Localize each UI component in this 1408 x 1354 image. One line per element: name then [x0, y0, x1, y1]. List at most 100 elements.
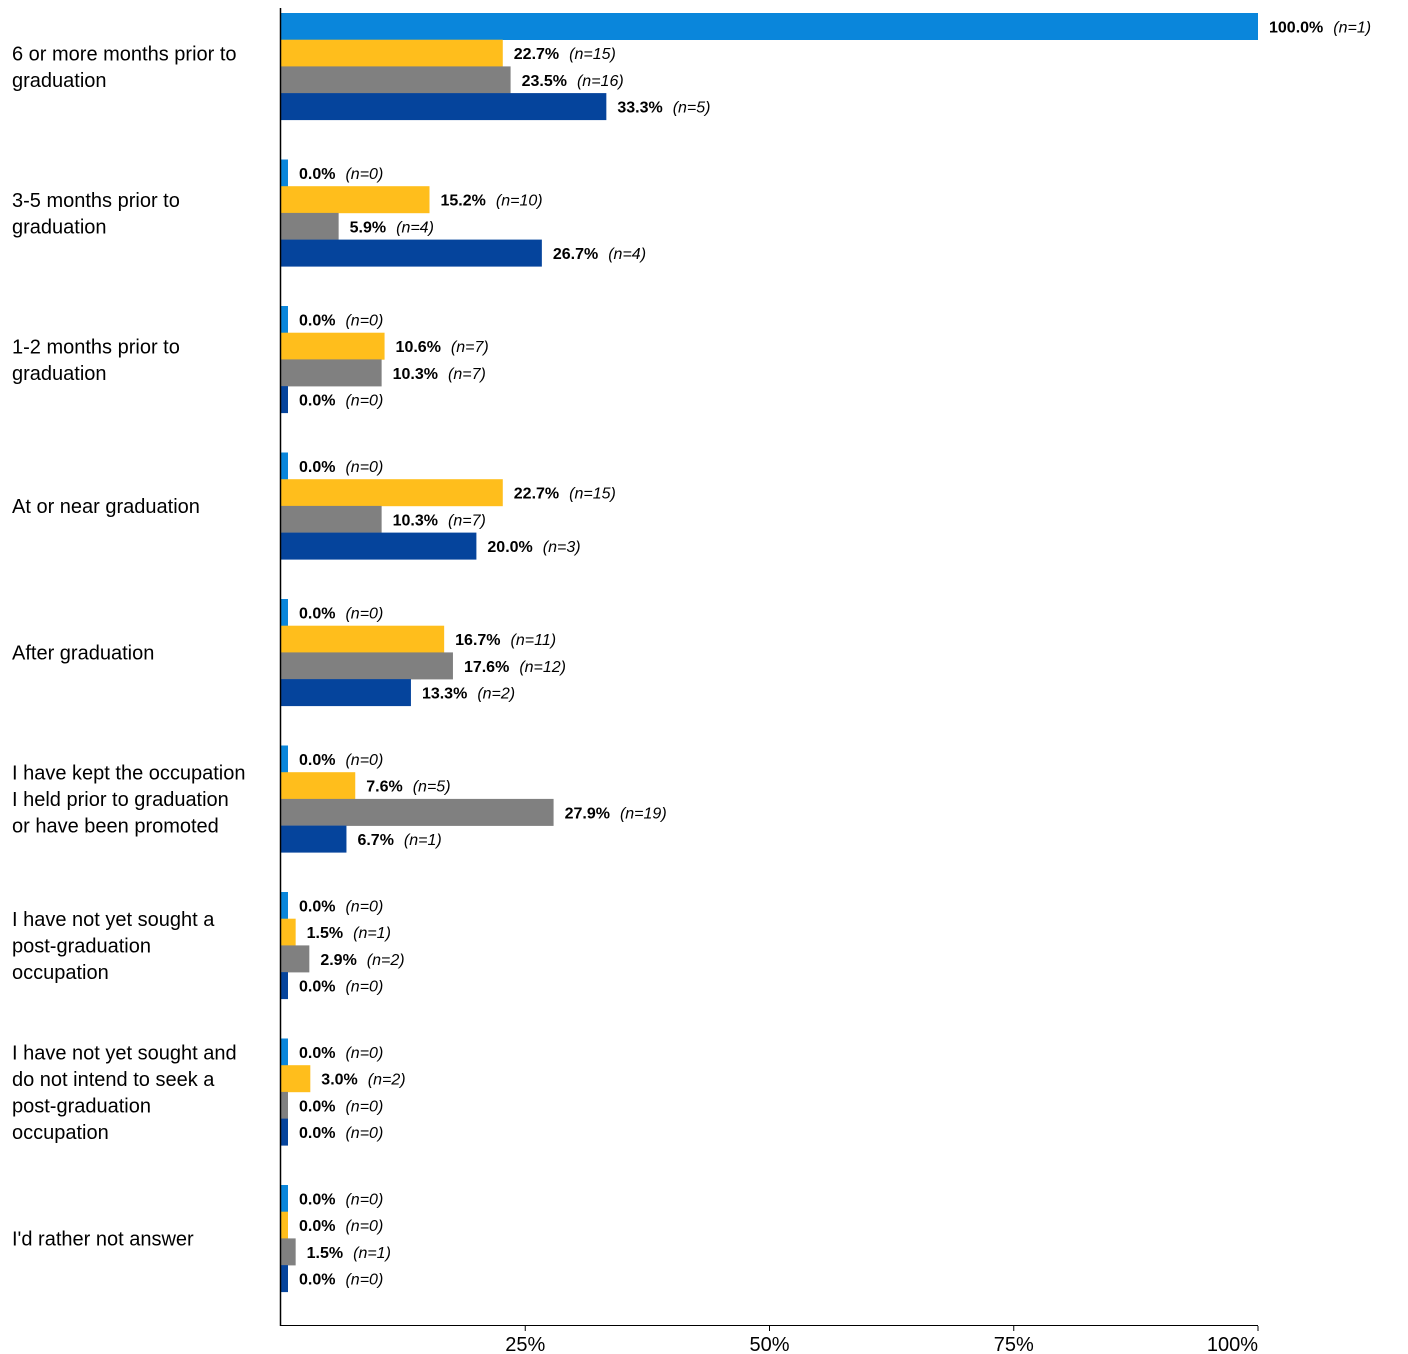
- bar: [281, 1091, 288, 1119]
- bar-count-label: (n=0): [345, 1272, 383, 1289]
- bar-value-label: 0.0%: [299, 166, 335, 183]
- bar-count-label: (n=7): [448, 512, 486, 529]
- bar: [281, 212, 339, 240]
- bars: [281, 13, 1258, 1293]
- bar-count-label: (n=0): [345, 979, 383, 996]
- bar-value-label: 10.3%: [393, 512, 438, 529]
- bar-count-label: (n=5): [673, 100, 711, 117]
- bar-value-label: 2.9%: [320, 952, 356, 969]
- x-axis-ticks: 25% 50% 75% 100%: [505, 1326, 1259, 1354]
- x-tick-label: 75%: [994, 1334, 1034, 1354]
- bar-value-label: 23.5%: [522, 73, 567, 90]
- bar: [281, 532, 477, 560]
- bar-count-label: (n=4): [396, 219, 434, 236]
- bar: [281, 39, 503, 67]
- bar-count-label: (n=10): [496, 193, 543, 210]
- bar-count-label: (n=0): [345, 899, 383, 916]
- bar-count-label: (n=19): [620, 805, 667, 822]
- bar-value-label: 22.7%: [514, 486, 559, 503]
- bar-count-label: (n=4): [608, 246, 646, 263]
- category-label: At or near graduation: [12, 496, 200, 518]
- bar-count-label: (n=0): [345, 1192, 383, 1209]
- bar-count-label: (n=7): [451, 339, 489, 356]
- x-tick-label: 25%: [505, 1334, 545, 1354]
- bar-value-label: 16.7%: [455, 632, 500, 649]
- bar-value-label: 17.6%: [464, 659, 509, 676]
- bar: [281, 386, 288, 414]
- bar: [281, 625, 445, 653]
- bar-value-label: 0.0%: [299, 979, 335, 996]
- bar: [281, 652, 453, 680]
- bar-value-label: 5.9%: [350, 219, 386, 236]
- bar-count-label: (n=0): [345, 1218, 383, 1235]
- bar-value-label: 0.0%: [299, 1098, 335, 1115]
- bar: [281, 93, 607, 121]
- bar: [281, 679, 411, 707]
- bar: [281, 798, 554, 826]
- bar-count-label: (n=11): [511, 632, 557, 649]
- bar: [281, 1118, 288, 1146]
- bar-count-label: (n=16): [577, 73, 624, 90]
- category-label: I have kept the occupation I held prior t…: [12, 763, 246, 838]
- bar-count-label: (n=0): [345, 166, 383, 183]
- bar-value-label: 27.9%: [565, 805, 610, 822]
- bar-count-label: (n=0): [345, 459, 383, 476]
- bar: [281, 918, 296, 946]
- bar-count-label: (n=1): [1333, 20, 1371, 37]
- bar: [281, 1185, 288, 1212]
- bar: [281, 892, 288, 919]
- bar-count-label: (n=1): [353, 1245, 391, 1262]
- bar-count-label: (n=3): [543, 539, 581, 556]
- bar-value-label: 0.0%: [299, 393, 335, 410]
- bar: [281, 1265, 288, 1293]
- bar: [281, 1211, 288, 1239]
- x-tick-label: 50%: [749, 1334, 789, 1354]
- bar-count-label: (n=0): [345, 393, 383, 410]
- bar-value-label: 0.0%: [299, 1192, 335, 1209]
- bar: [281, 972, 288, 1000]
- bar-count-label: (n=0): [345, 313, 383, 330]
- category-label: After graduation: [12, 643, 154, 665]
- bar: [281, 359, 382, 387]
- bar-count-label: (n=15): [569, 486, 616, 503]
- bar-count-label: (n=7): [448, 366, 486, 383]
- bar-value-label: 0.0%: [299, 606, 335, 623]
- bar: [281, 599, 288, 626]
- bar: [281, 332, 385, 360]
- bar-value-label: 1.5%: [307, 925, 343, 942]
- bar: [281, 505, 382, 533]
- bar-count-label: (n=0): [345, 1098, 383, 1115]
- bar-count-label: (n=0): [345, 606, 383, 623]
- category-label: I have not yet sought a post-graduation oc…: [12, 909, 215, 984]
- bar: [281, 945, 310, 973]
- bar-value-label: 0.0%: [299, 1125, 335, 1142]
- bar: [281, 13, 1258, 40]
- bar-count-label: (n=5): [413, 779, 451, 796]
- bar-count-label: (n=0): [345, 1045, 383, 1062]
- bar-count-label: (n=15): [569, 46, 616, 63]
- bar-value-label: 100.0%: [1269, 20, 1323, 37]
- bar-count-label: (n=2): [368, 1072, 406, 1089]
- x-tick-label: 100%: [1207, 1334, 1258, 1354]
- bar-value-label: 0.0%: [299, 1272, 335, 1289]
- bar-value-label: 0.0%: [299, 1218, 335, 1235]
- bar: [281, 825, 347, 853]
- bar-value-label: 20.0%: [487, 539, 532, 556]
- bar-count-label: (n=1): [404, 832, 442, 849]
- category-label: 6 or more months prior to graduation: [12, 43, 237, 92]
- bar-value-label: 33.3%: [617, 100, 662, 117]
- bar-count-label: (n=2): [477, 686, 515, 703]
- bar-value-label: 0.0%: [299, 1045, 335, 1062]
- bar-value-label: 10.6%: [396, 339, 441, 356]
- bar: [281, 772, 356, 800]
- bar: [281, 452, 288, 480]
- bar-value-label: 7.6%: [366, 779, 402, 796]
- category-label: 3-5 months prior to graduation: [12, 190, 180, 239]
- bar-value-label: 0.0%: [299, 459, 335, 476]
- bar-count-label: (n=0): [345, 752, 383, 769]
- category-label: 1-2 months prior to graduation: [12, 336, 180, 385]
- bar: [281, 186, 430, 214]
- bar-count-label: (n=12): [519, 659, 566, 676]
- bar-value-label: 26.7%: [553, 246, 598, 263]
